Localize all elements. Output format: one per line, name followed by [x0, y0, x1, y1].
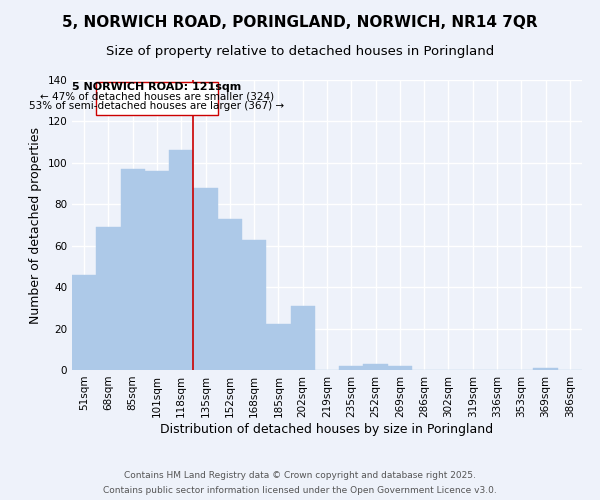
Bar — [96, 227, 121, 370]
Y-axis label: Number of detached properties: Number of detached properties — [29, 126, 42, 324]
Text: Size of property relative to detached houses in Poringland: Size of property relative to detached ho… — [106, 45, 494, 58]
Text: ← 47% of detached houses are smaller (324): ← 47% of detached houses are smaller (32… — [40, 92, 274, 102]
X-axis label: Distribution of detached houses by size in Poringland: Distribution of detached houses by size … — [160, 422, 494, 436]
Bar — [242, 240, 266, 370]
Bar — [388, 366, 412, 370]
Bar — [145, 171, 169, 370]
Bar — [266, 324, 290, 370]
Bar — [290, 306, 315, 370]
Bar — [364, 364, 388, 370]
Text: 5 NORWICH ROAD: 121sqm: 5 NORWICH ROAD: 121sqm — [73, 82, 242, 92]
Bar — [121, 169, 145, 370]
Bar — [193, 188, 218, 370]
Bar — [339, 366, 364, 370]
Text: 53% of semi-detached houses are larger (367) →: 53% of semi-detached houses are larger (… — [29, 101, 284, 111]
FancyBboxPatch shape — [96, 82, 218, 115]
Text: Contains HM Land Registry data © Crown copyright and database right 2025.: Contains HM Land Registry data © Crown c… — [124, 471, 476, 480]
Bar — [533, 368, 558, 370]
Bar — [169, 150, 193, 370]
Text: 5, NORWICH ROAD, PORINGLAND, NORWICH, NR14 7QR: 5, NORWICH ROAD, PORINGLAND, NORWICH, NR… — [62, 15, 538, 30]
Text: Contains public sector information licensed under the Open Government Licence v3: Contains public sector information licen… — [103, 486, 497, 495]
Bar — [218, 219, 242, 370]
Bar — [72, 274, 96, 370]
